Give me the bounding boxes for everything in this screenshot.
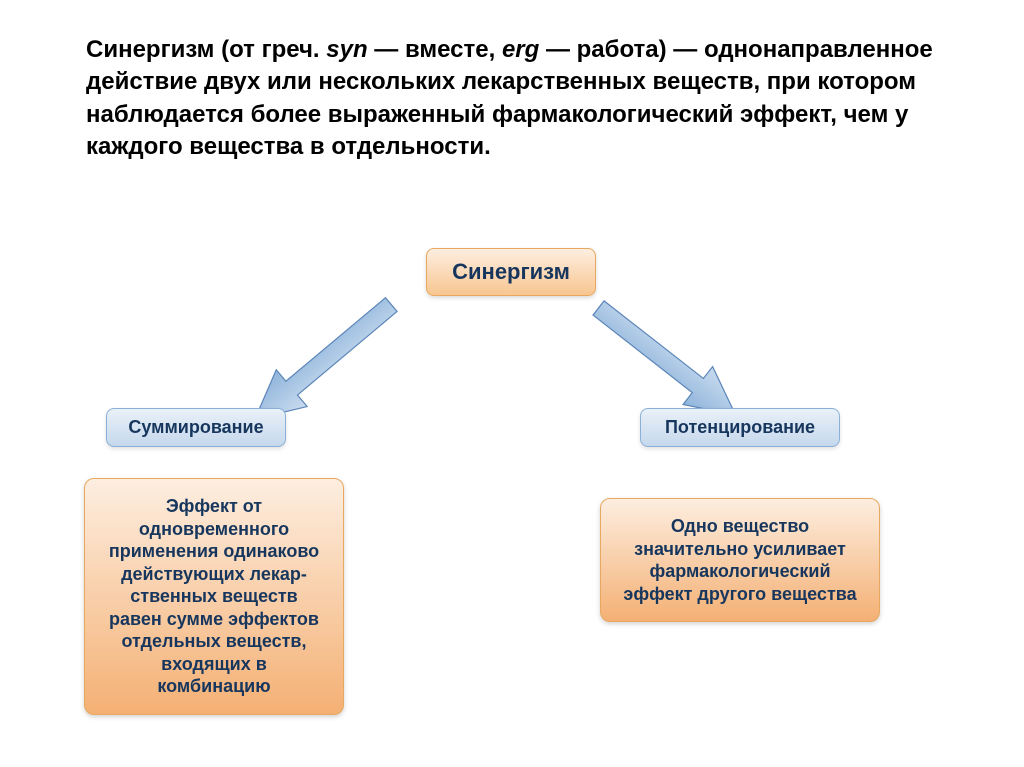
branch-left-label: Суммирование [128,417,263,437]
def-prefix: Синергизм (от греч. [86,36,326,63]
def-mid1: — вместе, [368,36,502,63]
desc-right-text: Одно вещество значительно усиливает фарм… [623,516,856,604]
def-term2: erg [502,36,539,63]
desc-left-box: Эффект от одновременного применения один… [84,478,344,715]
definition-text: Синергизм (от греч. syn — вместе, erg — … [86,34,936,164]
branch-left-node: Суммирование [106,408,286,447]
root-node: Синергизм [426,248,596,296]
branch-right-node: Потенцирование [640,408,840,447]
arrow-left [200,296,460,416]
arrow-right [560,296,780,416]
def-term1: syn [326,36,367,63]
desc-right-box: Одно вещество значительно усиливает фарм… [600,498,880,622]
branch-right-label: Потенцирование [665,417,815,437]
desc-left-text: Эффект от одновременного применения один… [109,496,319,696]
root-label: Синергизм [452,259,570,284]
